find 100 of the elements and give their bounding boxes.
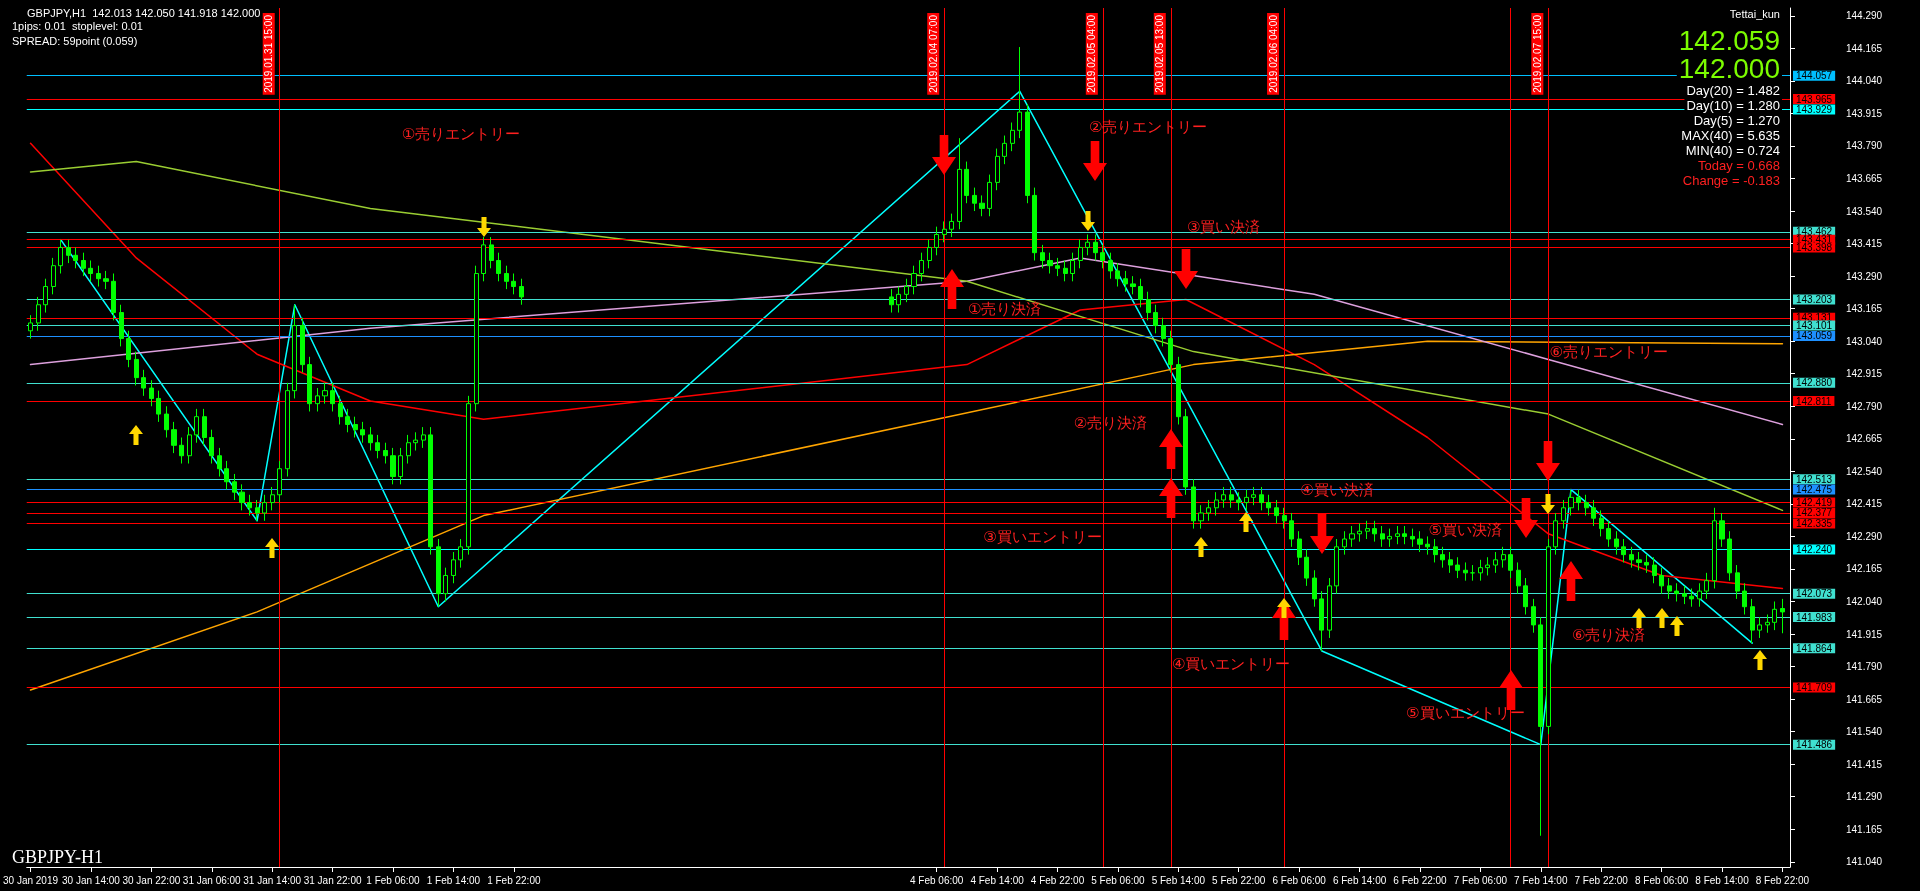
chart-title: GBPJPY,H1 142.013 142.050 141.918 142.000 bbox=[27, 6, 261, 19]
candlestick bbox=[1380, 525, 1385, 548]
ref-line-label: 2019.02.05 04:00 bbox=[1086, 14, 1098, 93]
candlestick bbox=[1312, 569, 1317, 608]
candlestick bbox=[413, 431, 418, 452]
ref-line-label: 142.880 bbox=[1796, 377, 1833, 389]
candlestick bbox=[1387, 528, 1392, 548]
candlestick bbox=[1433, 538, 1438, 563]
candlestick bbox=[1319, 590, 1324, 652]
annotation: 142.000 bbox=[1678, 52, 1780, 84]
y-tick-label: 142.415 bbox=[1846, 498, 1883, 510]
candlestick bbox=[1010, 122, 1015, 152]
candlestick bbox=[889, 288, 894, 314]
candlestick bbox=[202, 408, 207, 446]
line-series bbox=[29, 160, 1784, 512]
line-series bbox=[29, 340, 1784, 691]
x-tick-label: 6 Feb 06:00 bbox=[1272, 874, 1327, 886]
candlestick bbox=[942, 220, 947, 243]
y-tick-label: 141.540 bbox=[1846, 726, 1883, 738]
ref-line-label: 2019.02.04 07:00 bbox=[927, 14, 939, 93]
y-tick-label: 141.665 bbox=[1846, 693, 1883, 705]
candlestick bbox=[345, 408, 350, 433]
annotation: ②売り決済 bbox=[1073, 414, 1148, 433]
x-tick-label: 5 Feb 14:00 bbox=[1151, 874, 1206, 886]
annotation: Day(5) = 1.270 bbox=[1693, 113, 1780, 128]
candlestick bbox=[1674, 582, 1679, 602]
candlestick bbox=[949, 213, 954, 238]
x-tick-label: 5 Feb 22:00 bbox=[1212, 874, 1266, 886]
candlestick bbox=[1244, 489, 1249, 511]
candlestick bbox=[1282, 507, 1287, 530]
candlestick bbox=[1659, 567, 1664, 595]
x-tick-label: 8 Feb 22:00 bbox=[1755, 874, 1810, 886]
candlestick bbox=[270, 486, 275, 511]
candlestick bbox=[451, 551, 456, 584]
candlestick bbox=[1063, 259, 1068, 282]
candlestick bbox=[209, 429, 214, 465]
ref-line-label: 141.983 bbox=[1796, 611, 1833, 623]
annotation: ⑥売りエントリー bbox=[1549, 342, 1668, 361]
candlestick bbox=[1130, 275, 1136, 295]
y-tick-label: 144.040 bbox=[1846, 75, 1883, 87]
candlestick bbox=[1485, 556, 1490, 576]
annotation: ①売り決済 bbox=[967, 299, 1042, 318]
ref-line-label: 2019.02.06 04:00 bbox=[1267, 14, 1279, 93]
x-tick-label: 7 Feb 06:00 bbox=[1453, 874, 1508, 886]
ref-line-label: 143.929 bbox=[1796, 104, 1833, 116]
candlestick bbox=[1153, 304, 1158, 334]
x-tick-label: 4 Feb 14:00 bbox=[970, 874, 1025, 886]
annotation: Tettai_kun bbox=[1729, 7, 1780, 20]
candlestick bbox=[1561, 499, 1566, 530]
annotation: GBPJPY-H1 bbox=[12, 847, 104, 867]
candlestick bbox=[1712, 507, 1717, 589]
y-tick-label: 143.165 bbox=[1846, 303, 1883, 315]
x-tick-label: 5 Feb 06:00 bbox=[1091, 874, 1146, 886]
candlestick bbox=[141, 369, 146, 397]
candlestick bbox=[934, 226, 939, 256]
y-tick-label: 142.290 bbox=[1846, 530, 1883, 542]
candlestick bbox=[1206, 499, 1211, 522]
candlestick bbox=[111, 273, 116, 321]
candlestick bbox=[255, 499, 260, 522]
candlestick bbox=[1516, 561, 1521, 595]
candlestick bbox=[179, 437, 184, 465]
candlestick bbox=[1719, 512, 1725, 548]
annotation: Day(10) = 1.280 bbox=[1686, 98, 1780, 113]
candlestick bbox=[474, 265, 479, 412]
annotation: ①売りエントリー bbox=[401, 125, 521, 144]
x-tick-label: 6 Feb 22:00 bbox=[1393, 874, 1448, 886]
candlestick bbox=[1727, 530, 1732, 582]
ref-line-label: 142.335 bbox=[1796, 517, 1833, 529]
y-tick-label: 141.790 bbox=[1846, 661, 1883, 673]
candlestick bbox=[466, 395, 471, 556]
candlestick bbox=[171, 421, 177, 454]
x-tick-label: 6 Feb 14:00 bbox=[1332, 874, 1387, 886]
candlestick bbox=[421, 426, 426, 449]
candlestick bbox=[1629, 546, 1634, 569]
x-tick-label: 1 Feb 06:00 bbox=[366, 874, 421, 886]
ref-line-label: 142.240 bbox=[1796, 543, 1833, 555]
candlestick bbox=[194, 408, 199, 444]
candlestick bbox=[1667, 577, 1672, 600]
candlestick bbox=[1191, 478, 1196, 530]
candlestick bbox=[1357, 522, 1362, 543]
candlestick bbox=[1017, 46, 1022, 139]
candlestick bbox=[1327, 577, 1332, 639]
candlestick bbox=[1780, 598, 1785, 634]
candlestick bbox=[1478, 559, 1483, 582]
ref-line-label: 2019.02.05 13:00 bbox=[1154, 14, 1166, 93]
y-tick-label: 143.290 bbox=[1846, 270, 1883, 282]
candlestick bbox=[1085, 233, 1090, 256]
annotation: ⑥売り決済 bbox=[1572, 625, 1646, 644]
candlestick bbox=[134, 351, 139, 386]
ref-line-label: 143.101 bbox=[1796, 320, 1833, 332]
y-tick-label: 143.415 bbox=[1846, 238, 1883, 250]
y-tick-label: 141.290 bbox=[1846, 791, 1883, 803]
candlestick bbox=[1417, 530, 1423, 553]
candlestick bbox=[1584, 494, 1589, 517]
candlestick bbox=[1682, 585, 1687, 605]
candlestick bbox=[1644, 554, 1649, 574]
candlestick bbox=[232, 473, 237, 501]
candlestick bbox=[164, 405, 169, 438]
candlestick bbox=[119, 304, 124, 347]
candlestick bbox=[1501, 546, 1506, 569]
